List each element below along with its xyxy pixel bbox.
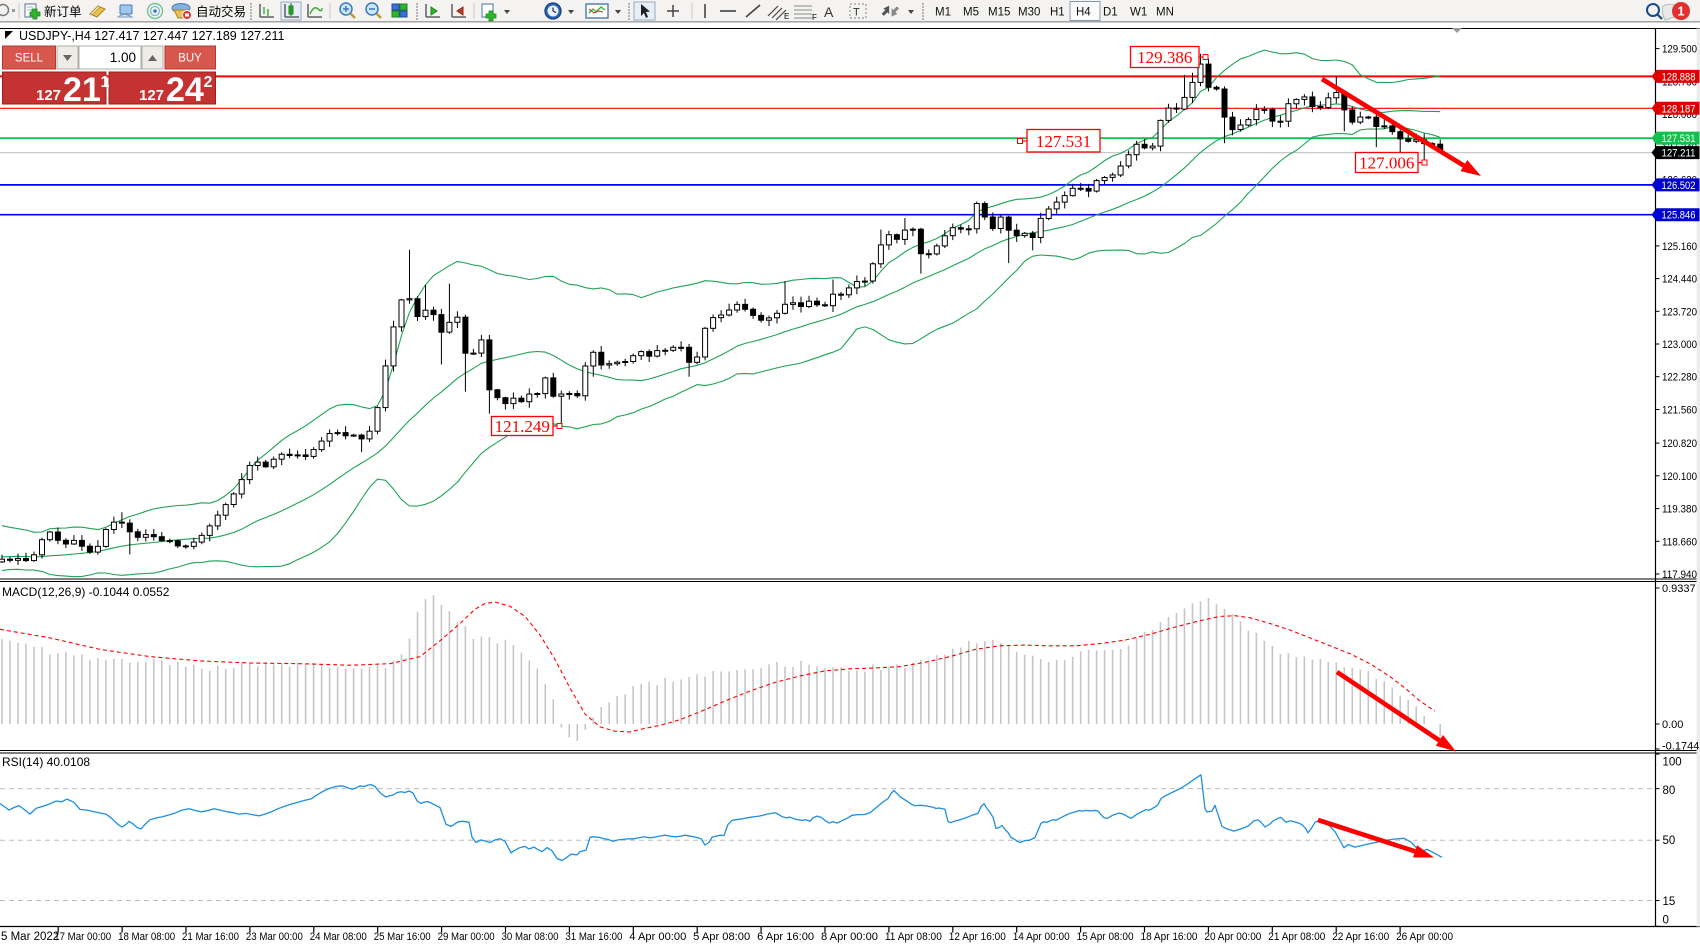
svg-text:E: E [784, 12, 789, 21]
svg-text:0: 0 [1663, 915, 1669, 927]
svg-text:15 Apr 08:00: 15 Apr 08:00 [1077, 931, 1134, 943]
svg-text:23 Mar 00:00: 23 Mar 00:00 [246, 931, 303, 943]
svg-text:4 Apr 00:00: 4 Apr 00:00 [629, 931, 686, 943]
svg-text:127.531: 127.531 [1036, 132, 1091, 151]
svg-text:128.888: 128.888 [1662, 71, 1696, 83]
svg-text:125.160: 125.160 [1662, 241, 1697, 253]
svg-text:121.560: 121.560 [1662, 405, 1697, 417]
svg-text:123.000: 123.000 [1662, 339, 1697, 351]
svg-text:H1: H1 [1050, 7, 1065, 19]
svg-text:125.846: 125.846 [1662, 210, 1696, 222]
svg-text:127: 127 [139, 87, 164, 104]
svg-text:H4: H4 [1076, 7, 1091, 19]
svg-text:0.9337: 0.9337 [1662, 583, 1696, 595]
svg-text:124.440: 124.440 [1662, 274, 1697, 286]
svg-text:D1: D1 [1103, 7, 1118, 19]
svg-text:BUY: BUY [178, 53, 202, 65]
svg-text:126.502: 126.502 [1662, 180, 1696, 192]
svg-text:F: F [812, 13, 817, 22]
svg-text:26 Apr 00:00: 26 Apr 00:00 [1396, 931, 1453, 943]
svg-text:MACD(12,26,9) -0.1044 0.0552: MACD(12,26,9) -0.1044 0.0552 [2, 585, 170, 599]
svg-text:21: 21 [63, 71, 101, 109]
svg-text:17 Mar 00:00: 17 Mar 00:00 [54, 931, 111, 943]
svg-text:自动交易: 自动交易 [196, 4, 246, 19]
svg-text:31 Mar 16:00: 31 Mar 16:00 [565, 931, 622, 943]
svg-text:12 Apr 16:00: 12 Apr 16:00 [949, 931, 1006, 943]
svg-text:15: 15 [1663, 896, 1676, 908]
svg-text:21 Apr 08:00: 21 Apr 08:00 [1268, 931, 1325, 943]
svg-text:100: 100 [1663, 757, 1682, 769]
svg-text:SELL: SELL [15, 53, 44, 65]
svg-text:117.940: 117.940 [1662, 569, 1697, 581]
svg-text:M30: M30 [1018, 7, 1040, 19]
svg-text:新订单: 新订单 [44, 4, 82, 19]
svg-text:118.660: 118.660 [1662, 536, 1697, 548]
svg-text:129.386: 129.386 [1137, 48, 1192, 67]
svg-text:5 Mar 2022: 5 Mar 2022 [1, 931, 59, 943]
svg-text:18 Mar 08:00: 18 Mar 08:00 [118, 931, 175, 943]
svg-text:127.531: 127.531 [1662, 133, 1696, 145]
svg-text:1.00: 1.00 [110, 50, 136, 65]
svg-text:1: 1 [1678, 5, 1685, 19]
svg-text:80: 80 [1663, 785, 1676, 797]
svg-text:22 Apr 16:00: 22 Apr 16:00 [1332, 931, 1389, 943]
svg-text:127: 127 [36, 87, 61, 104]
svg-text:M1: M1 [935, 7, 951, 19]
svg-text:120.100: 120.100 [1662, 471, 1697, 483]
svg-text:30 Mar 08:00: 30 Mar 08:00 [502, 931, 559, 943]
svg-text:21 Mar 16:00: 21 Mar 16:00 [182, 931, 239, 943]
svg-text:127.211: 127.211 [1662, 148, 1696, 160]
svg-text:USDJPY-,H4 127.417 127.447 12: USDJPY-,H4 127.417 127.447 127.189 127.2… [19, 29, 285, 43]
svg-text:0.00: 0.00 [1662, 719, 1683, 731]
svg-text:8 Apr 00:00: 8 Apr 00:00 [821, 931, 878, 943]
svg-text:121.249: 121.249 [495, 417, 550, 436]
svg-text:24 Mar 08:00: 24 Mar 08:00 [310, 931, 367, 943]
svg-text:14 Apr 00:00: 14 Apr 00:00 [1013, 931, 1070, 943]
svg-text:11 Apr 08:00: 11 Apr 08:00 [885, 931, 942, 943]
svg-text:18 Apr 16:00: 18 Apr 16:00 [1141, 931, 1198, 943]
svg-text:50: 50 [1663, 835, 1676, 847]
svg-text:T: T [853, 7, 860, 19]
svg-text:25 Mar 16:00: 25 Mar 16:00 [374, 931, 431, 943]
svg-text:129.500: 129.500 [1662, 44, 1697, 56]
svg-text:2: 2 [204, 74, 213, 91]
svg-text:A: A [824, 4, 834, 20]
svg-text:29 Mar 00:00: 29 Mar 00:00 [438, 931, 495, 943]
svg-text:24: 24 [166, 71, 204, 109]
svg-text:M15: M15 [988, 7, 1010, 19]
svg-text:6 Apr 16:00: 6 Apr 16:00 [757, 931, 814, 943]
svg-text:128.187: 128.187 [1662, 103, 1696, 115]
svg-text:123.720: 123.720 [1662, 306, 1697, 318]
svg-text:120.820: 120.820 [1662, 438, 1697, 450]
svg-text:M5: M5 [963, 7, 979, 19]
svg-text:-0.1744: -0.1744 [1662, 741, 1699, 753]
svg-text:122.280: 122.280 [1662, 372, 1697, 384]
svg-text:5 Apr 08:00: 5 Apr 08:00 [693, 931, 750, 943]
svg-text:20 Apr 00:00: 20 Apr 00:00 [1204, 931, 1261, 943]
svg-text:1: 1 [101, 74, 110, 91]
svg-text:W1: W1 [1130, 7, 1147, 19]
svg-text:127.006: 127.006 [1359, 154, 1414, 173]
svg-text:RSI(14) 40.0108: RSI(14) 40.0108 [2, 755, 90, 769]
svg-text:MN: MN [1156, 7, 1174, 19]
svg-text:119.380: 119.380 [1662, 504, 1697, 516]
